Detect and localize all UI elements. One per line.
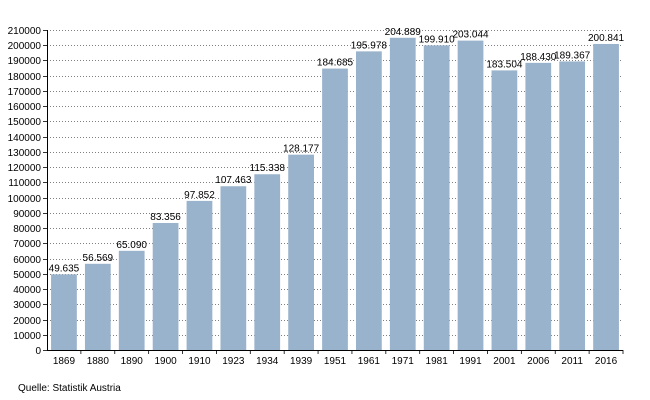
- x-tick-label: 1869: [53, 356, 76, 367]
- bar: [254, 174, 281, 350]
- data-label: 184.685: [317, 58, 354, 69]
- data-label: 203.044: [452, 30, 489, 41]
- x-tick-label: 1890: [121, 356, 144, 367]
- data-label: 65.090: [116, 240, 147, 251]
- y-tick-label: 20000: [13, 316, 41, 327]
- bar: [51, 274, 77, 350]
- y-tick-label: 10000: [13, 331, 41, 342]
- bar: [118, 250, 145, 350]
- data-label: 107.463: [215, 175, 252, 186]
- y-tick-label: 60000: [13, 255, 41, 266]
- x-tick-label: 1939: [290, 356, 313, 367]
- bar: [152, 222, 179, 350]
- y-tick-label: 180000: [8, 72, 42, 83]
- bar: [322, 68, 348, 350]
- y-tick-label: 70000: [13, 239, 41, 250]
- data-label: 204.889: [385, 27, 422, 38]
- x-tick-label: 1961: [358, 356, 381, 367]
- x-tick-label: 2016: [595, 356, 618, 367]
- x-tick-label: 1934: [256, 356, 279, 367]
- y-tick-label: 170000: [8, 87, 42, 98]
- x-tick-label: 1991: [459, 356, 482, 367]
- x-tick-label: 1900: [154, 356, 177, 367]
- y-tick-label: 160000: [8, 102, 42, 113]
- data-label: 97.852: [184, 190, 215, 201]
- source-note: Quelle: Statistik Austria: [18, 383, 121, 394]
- data-label: 189.367: [554, 50, 591, 61]
- bar: [457, 40, 484, 351]
- y-tick-label: 130000: [8, 148, 42, 159]
- data-label: 49.635: [49, 263, 80, 274]
- y-tick-label: 110000: [8, 178, 41, 189]
- bar: [220, 186, 247, 350]
- bar: [288, 154, 314, 350]
- data-label: 183.504: [486, 59, 523, 70]
- y-tick-label: 80000: [13, 224, 41, 235]
- y-tick-label: 200000: [8, 41, 42, 52]
- y-tick-label: 150000: [8, 117, 42, 128]
- x-tick-label: 1981: [426, 356, 449, 367]
- y-tick-label: 140000: [8, 133, 42, 144]
- y-tick-label: 100000: [8, 194, 42, 205]
- bar: [559, 61, 586, 350]
- y-tick-label: 190000: [8, 56, 42, 67]
- bar: [593, 43, 619, 350]
- data-label: 200.841: [588, 33, 625, 44]
- bar: [525, 62, 552, 351]
- y-tick-label: 30000: [13, 300, 41, 311]
- x-tick-label: 1971: [392, 356, 415, 367]
- x-tick-label: 1910: [188, 356, 211, 367]
- x-tick-label: 2006: [527, 356, 550, 367]
- y-tick-label: 50000: [13, 270, 41, 281]
- y-tick-label: 90000: [13, 209, 41, 220]
- axes: [43, 30, 624, 354]
- y-tick-label: 0: [35, 346, 41, 357]
- bar: [389, 37, 416, 351]
- x-tick-label: 1951: [324, 356, 347, 367]
- data-label: 199.910: [419, 34, 456, 45]
- y-tick-label: 40000: [13, 285, 41, 296]
- data-label: 56.569: [83, 253, 114, 264]
- y-tick-labels: 0 10000 20000 30000 40000 50000 60000 70000 8000…: [8, 26, 42, 357]
- data-label: 115.338: [250, 163, 286, 174]
- bar: [491, 70, 518, 351]
- x-tick-label: 1880: [87, 356, 110, 367]
- bar: [356, 51, 382, 351]
- y-tick-label: 210000: [8, 26, 42, 37]
- bar: [84, 263, 111, 350]
- data-label: 195.978: [351, 40, 388, 51]
- data-label: 128.177: [283, 144, 320, 155]
- x-tick-label: 2011: [561, 356, 583, 367]
- x-tick-label: 1923: [222, 356, 245, 367]
- x-tick-label: 2001: [493, 356, 516, 367]
- data-label: 83.356: [150, 212, 181, 223]
- bar: [186, 200, 213, 350]
- bars: [51, 37, 619, 351]
- x-tick-labels: 1869 1880 1890 1900 1910 1923 1934 1939 1951 1961…: [53, 356, 618, 367]
- y-tick-label: 120000: [8, 163, 42, 174]
- data-label: 188.430: [520, 52, 557, 63]
- bar: [423, 45, 450, 350]
